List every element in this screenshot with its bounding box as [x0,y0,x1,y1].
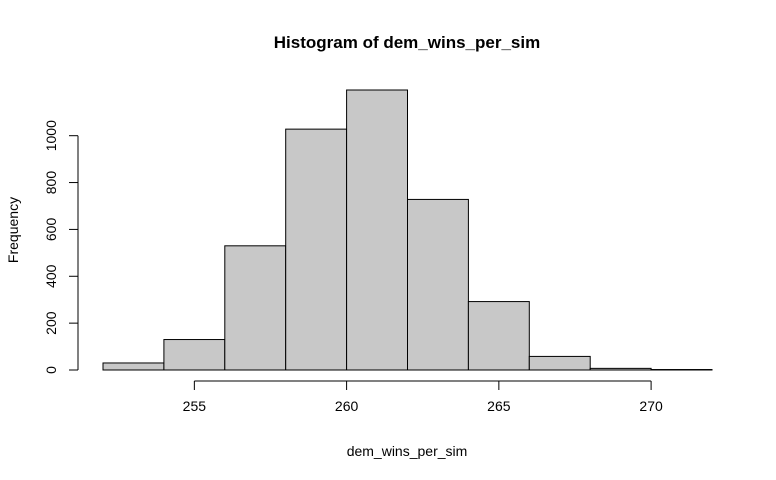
histogram-bar-4 [346,89,409,371]
histogram-bar-8 [589,367,652,371]
x-tick-label-255: 255 [183,398,207,414]
histogram-bar-6 [467,301,530,371]
y-tick-label-400: 400 [43,264,59,288]
y-axis-label: Frequency [5,197,21,263]
x-tick-label-270: 270 [639,398,663,414]
y-tick-label-0: 0 [43,366,59,374]
histogram-bar-5 [407,198,469,371]
histogram-bar-7 [528,355,591,371]
y-tick-label-600: 600 [43,218,59,242]
y-tick-label-1000: 1000 [43,120,59,151]
x-axis-label: dem_wins_per_sim [347,443,468,459]
y-tick-label-800: 800 [43,171,59,195]
y-axis: 0 200 400 600 800 1000 [43,120,79,374]
x-axis: 255 260 265 270 [183,380,663,414]
bars-group [102,89,713,371]
histogram-bar-1 [163,339,226,371]
y-tick-label-200: 200 [43,311,59,335]
x-tick-label-265: 265 [487,398,511,414]
histogram-bar-2 [224,245,287,371]
histogram-bar-3 [285,128,348,371]
chart-title: Histogram of dem_wins_per_sim [274,33,540,52]
x-tick-label-260: 260 [335,398,359,414]
histogram-bar-0 [102,362,165,371]
